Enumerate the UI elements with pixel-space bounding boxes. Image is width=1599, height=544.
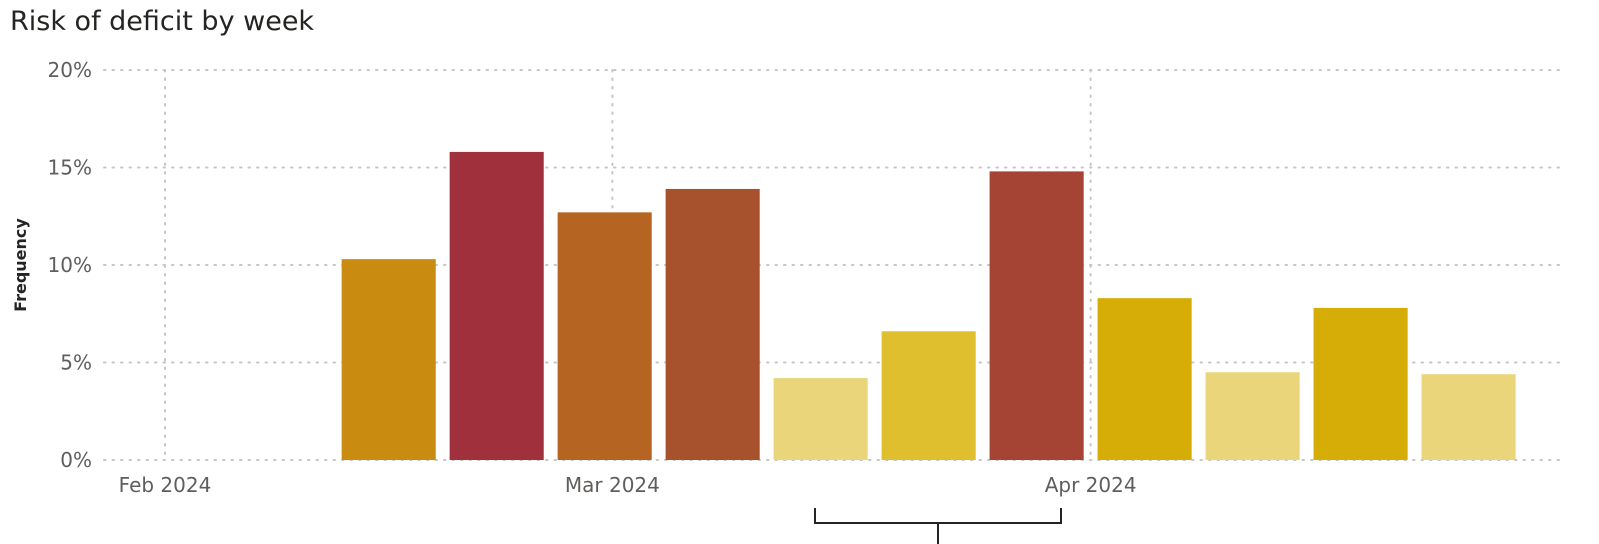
bar[interactable] bbox=[1205, 372, 1300, 460]
range-bracket bbox=[814, 508, 1062, 544]
y-axis-label: Frequency bbox=[11, 218, 30, 312]
y-tick-label: 20% bbox=[48, 58, 92, 82]
bars bbox=[341, 151, 1516, 460]
bar[interactable] bbox=[341, 259, 436, 460]
x-tick-label: Apr 2024 bbox=[1045, 473, 1137, 497]
bar[interactable] bbox=[665, 188, 760, 460]
x-tick-label: Mar 2024 bbox=[565, 473, 660, 497]
bar[interactable] bbox=[881, 331, 976, 460]
bar[interactable] bbox=[449, 151, 544, 460]
bar[interactable] bbox=[1097, 298, 1192, 460]
bar[interactable] bbox=[773, 378, 868, 460]
x-tick-label: Feb 2024 bbox=[119, 473, 212, 497]
bar[interactable] bbox=[1313, 307, 1408, 460]
bar[interactable] bbox=[1421, 374, 1516, 460]
y-axis-ticks: 0% 5% 10% 15% 20% bbox=[48, 58, 92, 472]
bar[interactable] bbox=[557, 212, 652, 460]
y-tick-label: 10% bbox=[48, 253, 92, 277]
chart-title: Risk of deficit by week bbox=[10, 6, 315, 37]
y-tick-label: 15% bbox=[48, 156, 92, 180]
bar[interactable] bbox=[989, 171, 1084, 460]
y-tick-label: 0% bbox=[60, 448, 92, 472]
x-axis-ticks: Feb 2024 Mar 2024 Apr 2024 bbox=[119, 473, 1137, 497]
y-tick-label: 5% bbox=[60, 351, 92, 375]
